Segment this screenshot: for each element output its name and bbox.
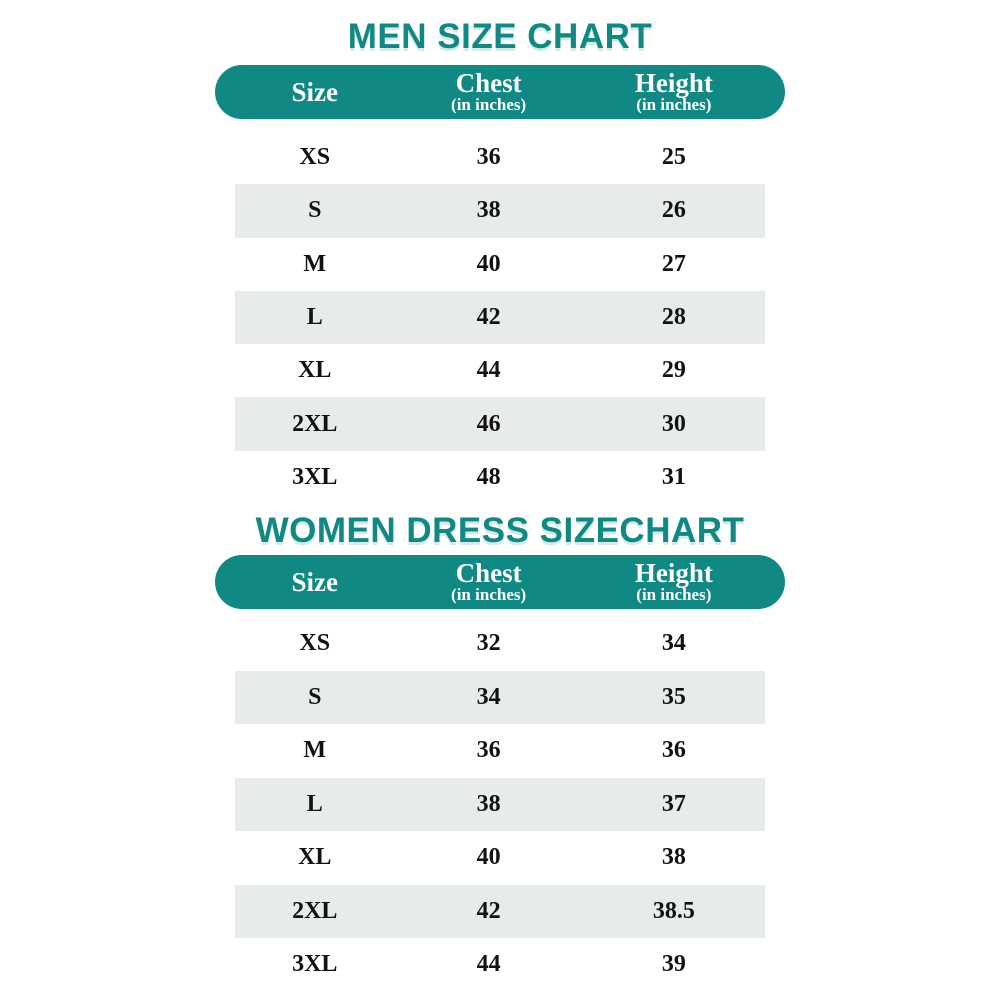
table-cell: 2XL	[292, 410, 338, 437]
table-cell: S	[308, 197, 322, 224]
table-cell: 27	[661, 250, 686, 277]
women-dress-sizechart-title: WOMEN DRESS SIZECHART	[255, 511, 745, 550]
table-cell: 32	[476, 630, 501, 657]
women-header-chest: Chest (in inches)	[415, 560, 563, 604]
table-cell: 38	[661, 844, 686, 871]
women-table-header: Size Chest (in inches) Height (in inches…	[215, 555, 785, 609]
column-label: Size	[291, 567, 339, 597]
women-size-table-body: XS 32 34 S 34 35 M 36 36 L 38 37 XL 40 38 2XL 42 38.5 3XL 4…	[215, 617, 785, 992]
table-cell: 31	[661, 463, 686, 490]
table-cell: 40	[476, 250, 501, 277]
table-row: 3XL 48 31	[215, 451, 785, 504]
men-size-chart-title: MEN SIZE CHART	[347, 17, 653, 56]
table-cell: 3XL	[292, 951, 338, 978]
column-sublabel: (in inches)	[636, 95, 712, 114]
women-header-size: Size	[215, 567, 415, 597]
table-cell: L	[306, 304, 323, 331]
table-row: S 38 26	[215, 184, 785, 238]
table-cell: XS	[299, 144, 331, 171]
table-row: 3XL 44 39	[215, 938, 785, 992]
table-row: L 38 37	[215, 777, 785, 831]
men-header-size: Size	[215, 77, 415, 107]
table-cell: XS	[299, 630, 331, 657]
table-cell: 3XL	[292, 463, 338, 490]
table-row: XL 40 38	[215, 831, 785, 885]
table-row: XS 36 25	[215, 131, 785, 184]
column-sublabel: (in inches)	[451, 95, 527, 114]
table-cell: 26	[661, 197, 686, 224]
men-header-height: Height (in inches)	[563, 70, 785, 114]
column-label: Size	[291, 77, 339, 107]
table-cell: 36	[476, 737, 501, 764]
table-row: M 40 27	[215, 238, 785, 291]
table-row: XS 32 34	[215, 617, 785, 671]
table-cell: 42	[476, 304, 501, 331]
table-cell: 39	[661, 951, 686, 978]
table-cell: 25	[661, 144, 686, 171]
table-cell: 38	[476, 197, 501, 224]
men-size-table-body: XS 36 25 S 38 26 M 40 27 L 42 28 XL 44 29 2XL 46 30 3XL 48 3…	[215, 131, 785, 504]
column-sublabel: (in inches)	[451, 585, 527, 604]
table-cell: 35	[661, 683, 686, 710]
table-cell: 48	[476, 463, 501, 490]
table-cell: 38.5	[652, 897, 695, 924]
women-header-height: Height (in inches)	[563, 560, 785, 604]
table-cell: XL	[298, 357, 332, 384]
column-label: Chest	[455, 558, 522, 588]
table-cell: 34	[661, 630, 686, 657]
column-label: Chest	[455, 68, 522, 98]
table-cell: 34	[476, 683, 501, 710]
table-row: S 34 35	[215, 670, 785, 724]
table-cell: L	[306, 790, 323, 817]
table-row: XL 44 29	[215, 344, 785, 397]
table-cell: 30	[661, 410, 686, 437]
column-label: Height	[634, 558, 713, 588]
table-cell: 36	[661, 737, 686, 764]
table-row: M 36 36	[215, 724, 785, 778]
table-cell: 40	[476, 844, 501, 871]
table-cell: 36	[476, 144, 501, 171]
table-cell: XL	[298, 844, 332, 871]
table-cell: 29	[661, 357, 686, 384]
table-cell: 44	[476, 951, 501, 978]
table-cell: M	[303, 737, 327, 764]
men-table-header: Size Chest (in inches) Height (in inches…	[215, 65, 785, 119]
table-cell: S	[308, 683, 322, 710]
table-row: 2XL 42 38.5	[215, 884, 785, 938]
column-label: Height	[634, 68, 713, 98]
men-header-chest: Chest (in inches)	[415, 70, 563, 114]
table-row: L 42 28	[215, 290, 785, 345]
table-cell: 46	[476, 410, 501, 437]
table-cell: 38	[476, 790, 501, 817]
table-cell: 28	[661, 304, 686, 331]
table-cell: 2XL	[292, 897, 338, 924]
table-cell: 44	[476, 357, 501, 384]
table-cell: 37	[661, 790, 686, 817]
table-cell: 42	[476, 897, 501, 924]
table-row: 2XL 46 30	[215, 397, 785, 451]
column-sublabel: (in inches)	[636, 585, 712, 604]
table-cell: M	[303, 250, 327, 277]
